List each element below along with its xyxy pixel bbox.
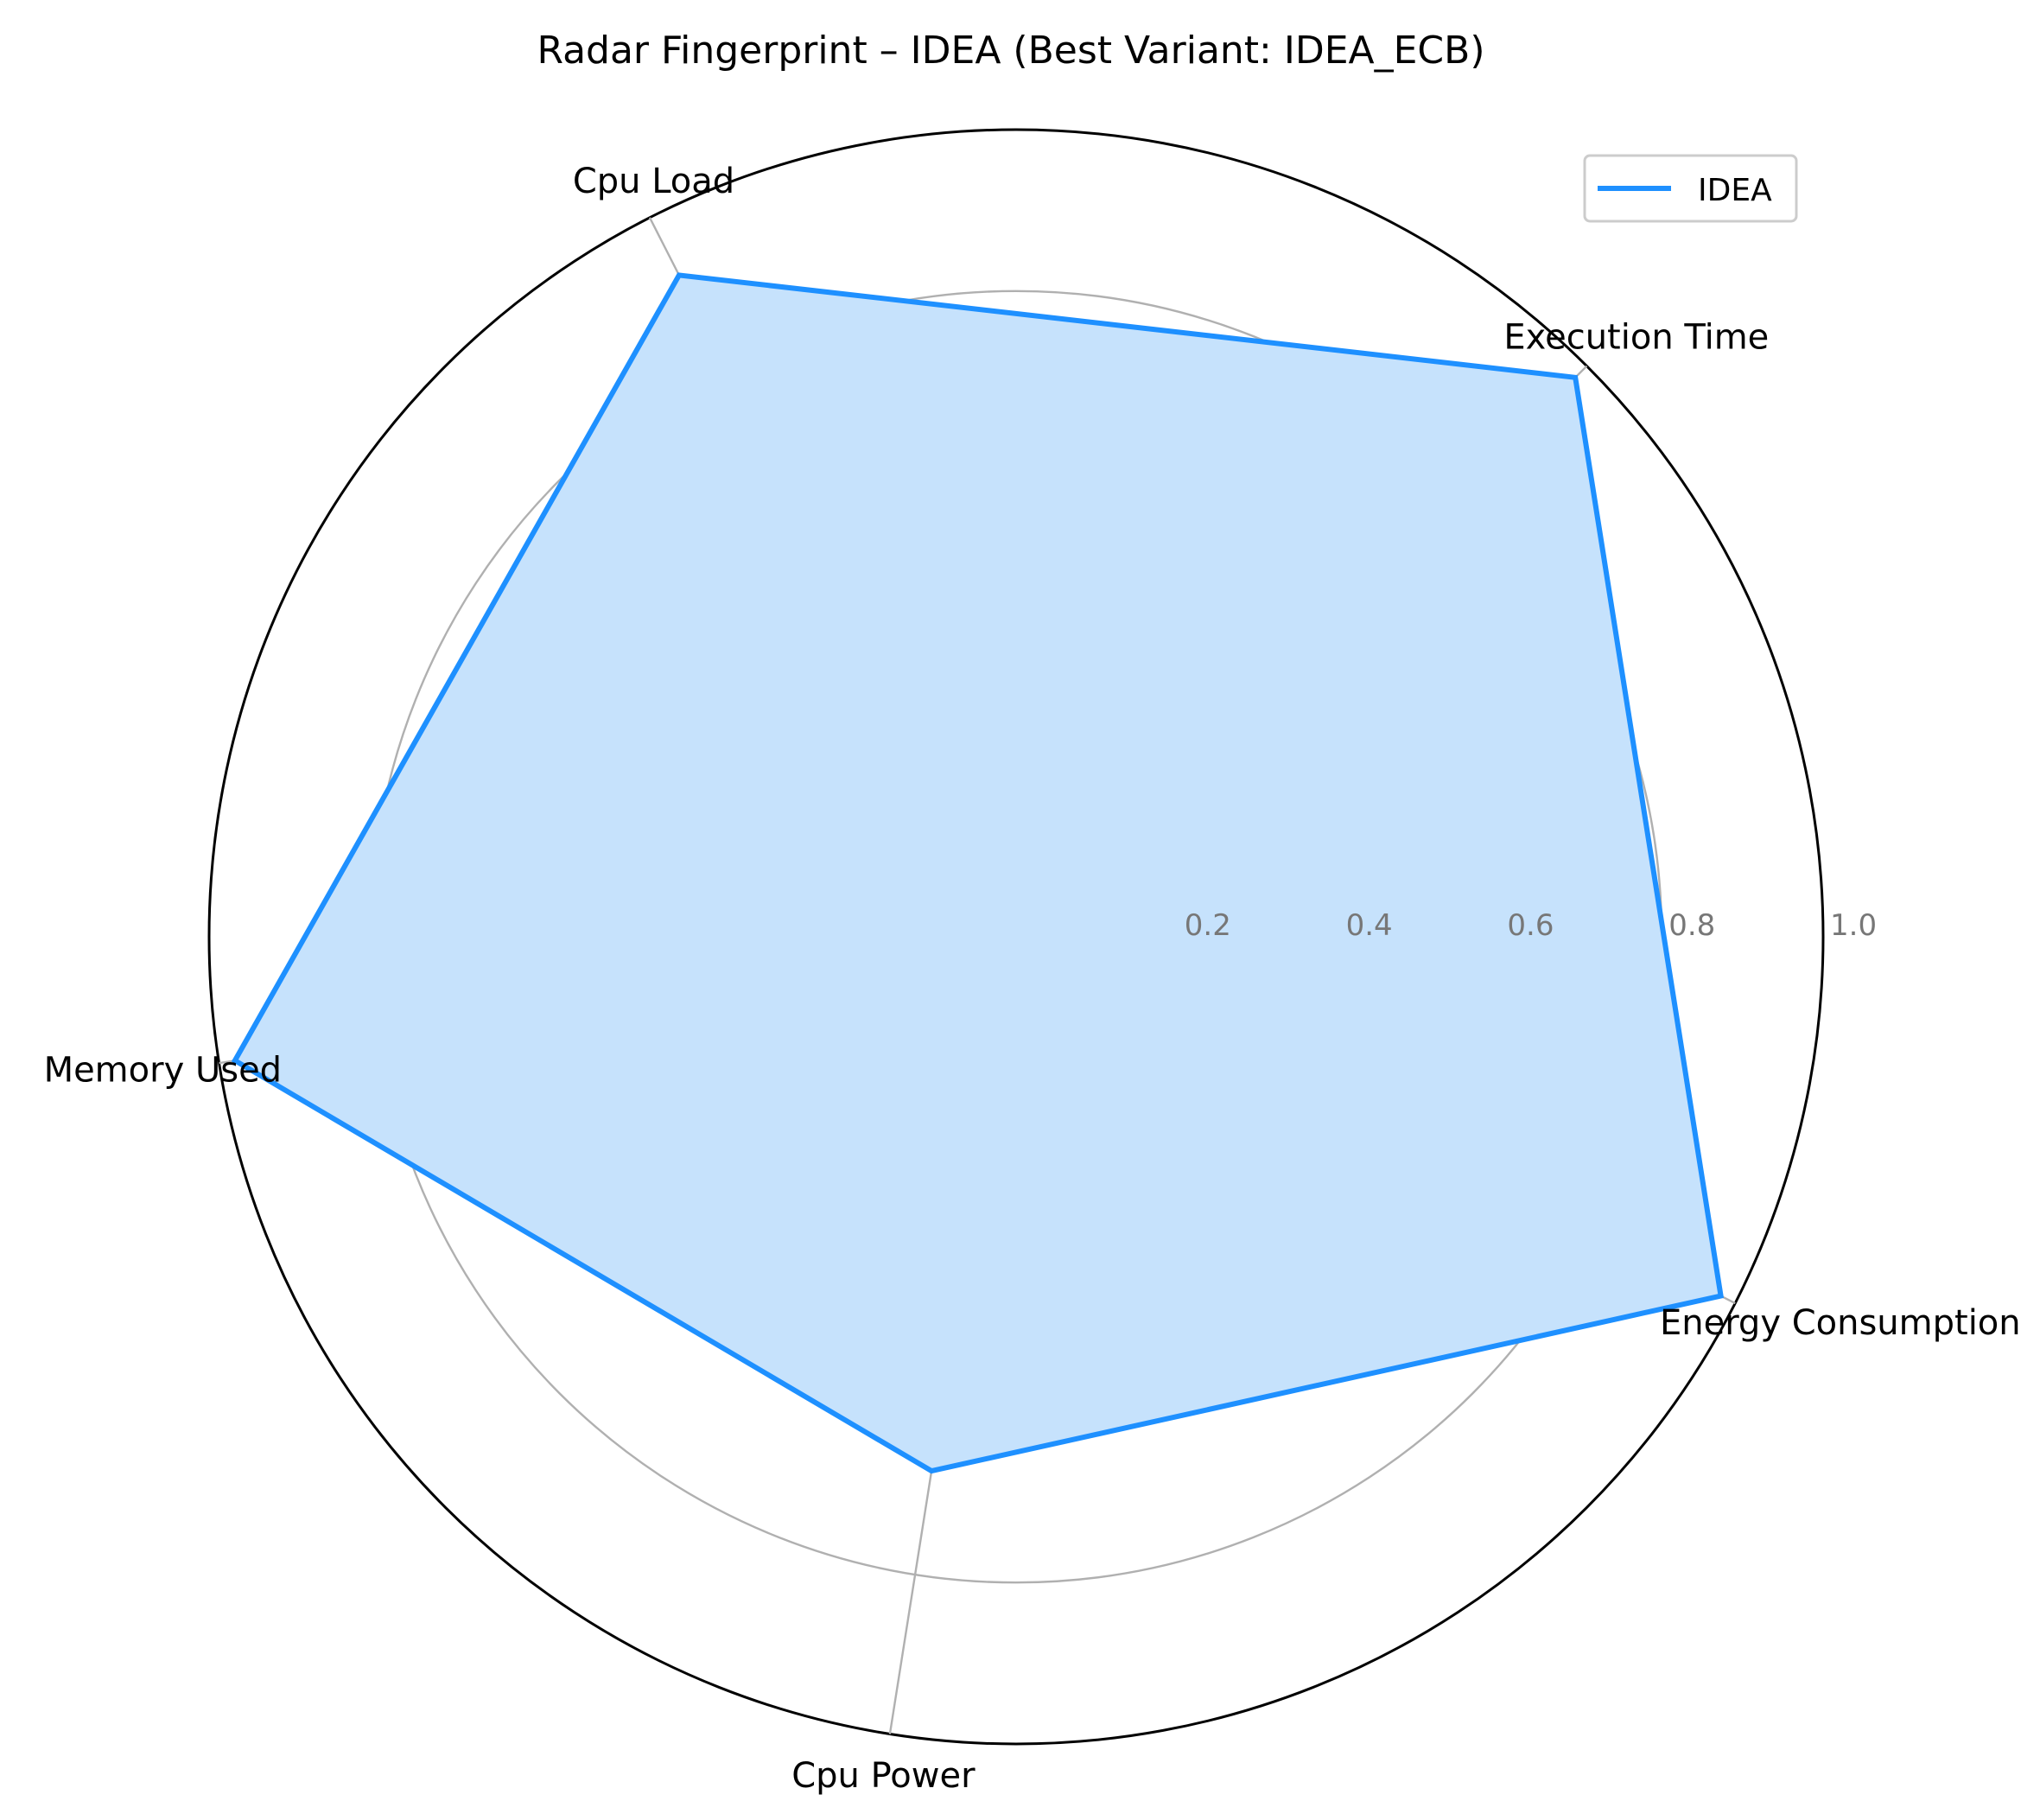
polar-frame — [207, 128, 1825, 1746]
series-line — [231, 272, 1725, 1474]
series-layer — [231, 272, 1725, 1474]
radial-tick-label: 1.0 — [1830, 908, 1877, 943]
radial-tick-label: 0.8 — [1668, 908, 1715, 943]
axis-label: Cpu Power — [791, 1756, 976, 1796]
series-fill — [234, 275, 1721, 1472]
axis-labels: Execution Time Energy Consumption Cpu Powe… — [44, 162, 2021, 1796]
legend-label-idea: IDEA — [1698, 173, 1772, 208]
chart-title: Radar Fingerprint – IDEA (Best Variant: … — [537, 29, 1484, 73]
axis-label: Memory Used — [44, 1051, 283, 1091]
radial-tick-label: 0.6 — [1507, 908, 1554, 943]
legend-frame — [1583, 154, 1798, 223]
legend: IDEA — [1583, 154, 1798, 223]
radial-tick-labels: 0.2 0.4 0.6 0.8 1.0 — [1185, 908, 1877, 943]
axis-label: Cpu Load — [573, 162, 734, 201]
axis-label: Execution Time — [1503, 318, 1769, 358]
axis-label: Energy Consumption — [1660, 1303, 2021, 1343]
radial-tick-label: 0.2 — [1185, 908, 1231, 943]
radial-tick-label: 0.4 — [1346, 908, 1393, 943]
